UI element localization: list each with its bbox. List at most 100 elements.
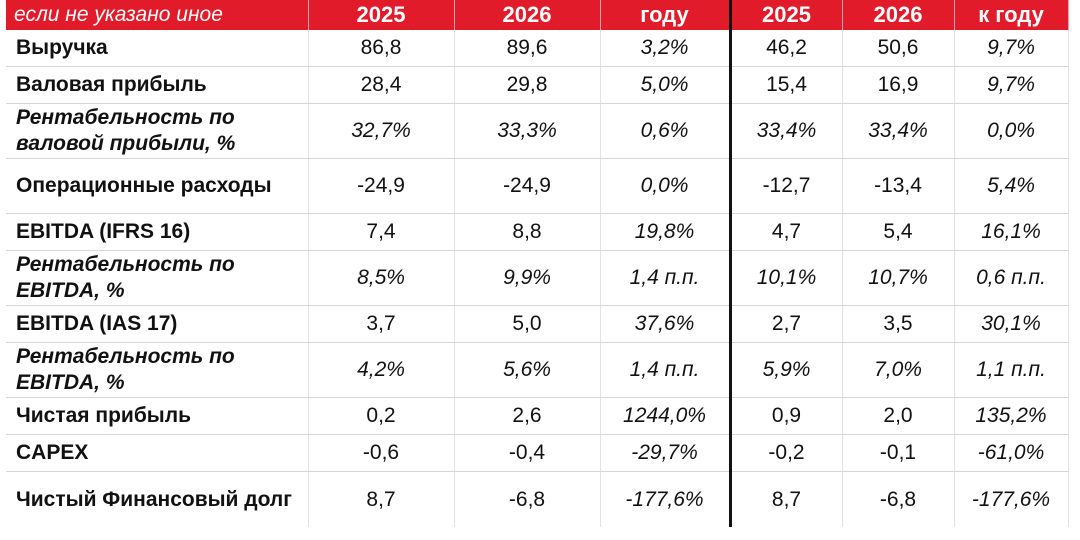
cell-value: 2,7 xyxy=(728,305,843,343)
cell-change: -61,0% xyxy=(954,434,1069,472)
cell-value: 16,9 xyxy=(842,66,955,104)
cell-change: -177,6% xyxy=(954,471,1069,527)
header-col-change-a: году xyxy=(600,0,731,30)
cell-value: 10,7% xyxy=(842,250,955,306)
row-label: Рентабельность по EBITDA, % xyxy=(6,342,309,398)
cell-value: 29,8 xyxy=(454,66,601,104)
cell-value: -0,1 xyxy=(842,434,955,472)
cell-value: -6,8 xyxy=(454,471,601,527)
cell-value: 4,2% xyxy=(308,342,455,398)
cell-value: 5,6% xyxy=(454,342,601,398)
table-row: Чистый Финансовый долг 8,7 -6,8 -177,6% … xyxy=(6,471,1069,527)
financial-results-table: если не указано иное 2025 2026 году 2025… xyxy=(6,0,1069,527)
cell-value: 5,4 xyxy=(842,213,955,251)
row-label: Выручка xyxy=(6,30,309,67)
cell-change: 30,1% xyxy=(954,305,1069,343)
cell-value: 9,9% xyxy=(454,250,601,306)
cell-change: 0,0% xyxy=(600,158,731,214)
cell-value: 8,5% xyxy=(308,250,455,306)
header-col-2025-b: 2025 xyxy=(728,0,843,30)
row-label: Чистая прибыль xyxy=(6,397,309,435)
cell-change: 19,8% xyxy=(600,213,731,251)
cell-value: -24,9 xyxy=(454,158,601,214)
cell-value: -24,9 xyxy=(308,158,455,214)
table-row: EBITDA (IAS 17) 3,7 5,0 37,6% 2,7 3,5 30… xyxy=(6,305,1069,343)
table-row: Рентабельность по EBITDA, % 8,5% 9,9% 1,… xyxy=(6,250,1069,306)
cell-value: -6,8 xyxy=(842,471,955,527)
table-row: Выручка 86,8 89,6 3,2% 46,2 50,6 9,7% xyxy=(6,30,1069,67)
cell-change: 0,0% xyxy=(954,103,1069,159)
cell-value: 8,8 xyxy=(454,213,601,251)
cell-value: -13,4 xyxy=(842,158,955,214)
cell-change: -177,6% xyxy=(600,471,731,527)
row-label: Операционные расходы xyxy=(6,158,309,214)
cell-value: 15,4 xyxy=(728,66,843,104)
row-label: EBITDA (IAS 17) xyxy=(6,305,309,343)
cell-change: -29,7% xyxy=(600,434,731,472)
table-row: EBITDA (IFRS 16) 7,4 8,8 19,8% 4,7 5,4 1… xyxy=(6,213,1069,251)
table-row: CAPEX -0,6 -0,4 -29,7% -0,2 -0,1 -61,0% xyxy=(6,434,1069,472)
header-col-2025-a: 2025 xyxy=(308,0,455,30)
cell-value: 3,7 xyxy=(308,305,455,343)
cell-value: 8,7 xyxy=(308,471,455,527)
cell-value: 4,7 xyxy=(728,213,843,251)
table-header: если не указано иное 2025 2026 году 2025… xyxy=(6,0,1069,30)
cell-value: 7,0% xyxy=(842,342,955,398)
cell-change: 5,0% xyxy=(600,66,731,104)
cell-change: 1,1 п.п. xyxy=(954,342,1069,398)
cell-value: 28,4 xyxy=(308,66,455,104)
cell-value: 2,0 xyxy=(842,397,955,435)
cell-value: -0,6 xyxy=(308,434,455,472)
table-row: Рентабельность по валовой прибыли, % 32,… xyxy=(6,103,1069,159)
cell-change: 9,7% xyxy=(954,30,1069,67)
cell-value: 0,9 xyxy=(728,397,843,435)
cell-value: 0,2 xyxy=(308,397,455,435)
cell-change: 3,2% xyxy=(600,30,731,67)
cell-change: 5,4% xyxy=(954,158,1069,214)
cell-value: 5,9% xyxy=(728,342,843,398)
cell-change: 16,1% xyxy=(954,213,1069,251)
cell-change: 0,6 п.п. xyxy=(954,250,1069,306)
table-body: Выручка 86,8 89,6 3,2% 46,2 50,6 9,7% Ва… xyxy=(6,30,1069,527)
cell-value: 46,2 xyxy=(728,30,843,67)
table-row: Рентабельность по EBITDA, % 4,2% 5,6% 1,… xyxy=(6,342,1069,398)
header-row: если не указано иное 2025 2026 году 2025… xyxy=(6,0,1069,30)
row-label: Валовая прибыль xyxy=(6,66,309,104)
header-col-2026-a: 2026 xyxy=(454,0,601,30)
cell-value: -0,4 xyxy=(454,434,601,472)
cell-value: 10,1% xyxy=(728,250,843,306)
header-label-cell: если не указано иное xyxy=(6,0,309,30)
table-row: Валовая прибыль 28,4 29,8 5,0% 15,4 16,9… xyxy=(6,66,1069,104)
cell-change: 1,4 п.п. xyxy=(600,250,731,306)
cell-value: 33,4% xyxy=(842,103,955,159)
cell-value: -12,7 xyxy=(728,158,843,214)
cell-value: 33,3% xyxy=(454,103,601,159)
cell-value: 32,7% xyxy=(308,103,455,159)
header-col-change-b: к году xyxy=(954,0,1069,30)
row-label: CAPEX xyxy=(6,434,309,472)
row-label: Рентабельность по EBITDA, % xyxy=(6,250,309,306)
table-row: Операционные расходы -24,9 -24,9 0,0% -1… xyxy=(6,158,1069,214)
row-label: Чистый Финансовый долг xyxy=(6,471,309,527)
cell-change: 1244,0% xyxy=(600,397,731,435)
row-label: Рентабельность по валовой прибыли, % xyxy=(6,103,309,159)
cell-value: 5,0 xyxy=(454,305,601,343)
cell-value: 3,5 xyxy=(842,305,955,343)
cell-value: 33,4% xyxy=(728,103,843,159)
cell-value: 86,8 xyxy=(308,30,455,67)
header-col-2026-b: 2026 xyxy=(842,0,955,30)
cell-value: 50,6 xyxy=(842,30,955,67)
cell-change: 135,2% xyxy=(954,397,1069,435)
table-row: Чистая прибыль 0,2 2,6 1244,0% 0,9 2,0 1… xyxy=(6,397,1069,435)
cell-value: 2,6 xyxy=(454,397,601,435)
cell-change: 1,4 п.п. xyxy=(600,342,731,398)
cell-change: 37,6% xyxy=(600,305,731,343)
cell-value: 89,6 xyxy=(454,30,601,67)
cell-value: -0,2 xyxy=(728,434,843,472)
cell-change: 9,7% xyxy=(954,66,1069,104)
cell-value: 8,7 xyxy=(728,471,843,527)
row-label: EBITDA (IFRS 16) xyxy=(6,213,309,251)
cell-value: 7,4 xyxy=(308,213,455,251)
cell-change: 0,6% xyxy=(600,103,731,159)
